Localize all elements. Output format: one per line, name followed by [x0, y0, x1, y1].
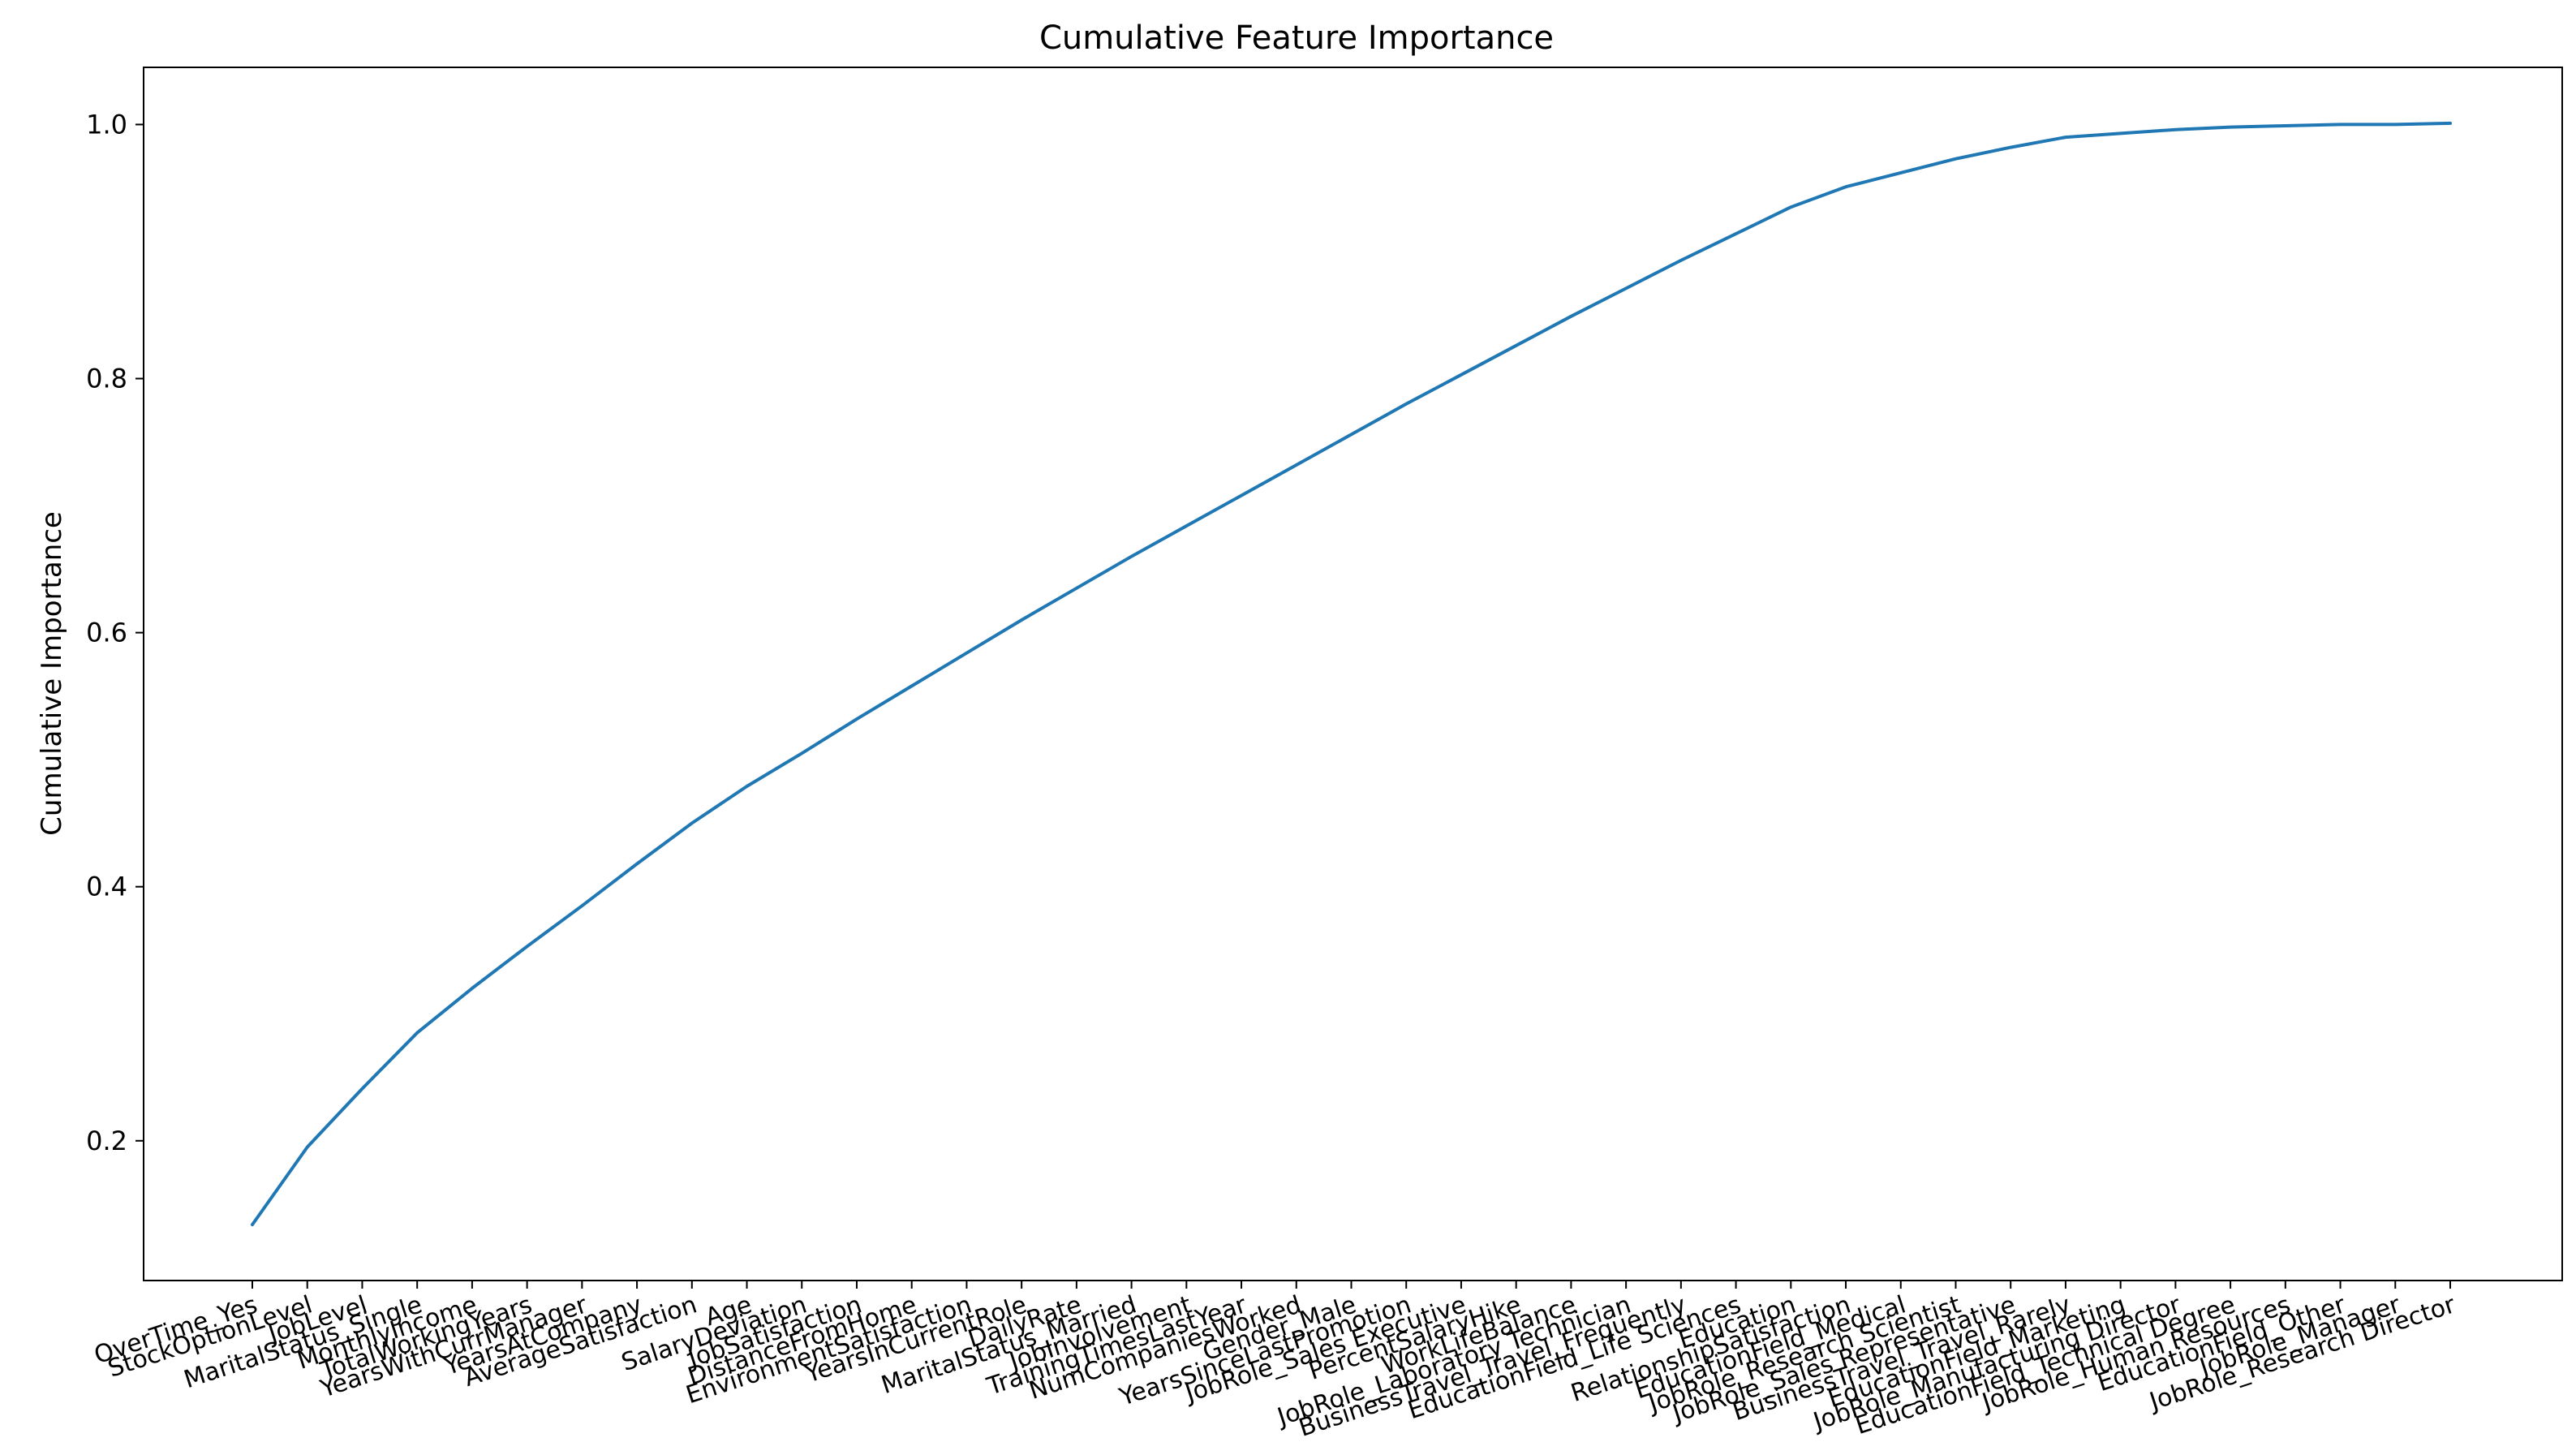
chart-title: Cumulative Feature Importance [1039, 19, 1554, 57]
y-tick-label: 0.6 [86, 618, 127, 648]
y-tick-label: 0.2 [86, 1126, 127, 1156]
y-tick-label: 0.8 [86, 364, 127, 394]
y-tick-label: 0.4 [86, 872, 127, 902]
plot-area: 0.20.40.60.81.0OverTime_YesStockOptionLe… [86, 67, 2563, 1443]
plot-frame [143, 67, 2563, 1281]
y-axis-label: Cumulative Importance [36, 511, 68, 836]
y-tick-label: 1.0 [86, 109, 127, 140]
cumulative-importance-line [251, 121, 2452, 1227]
